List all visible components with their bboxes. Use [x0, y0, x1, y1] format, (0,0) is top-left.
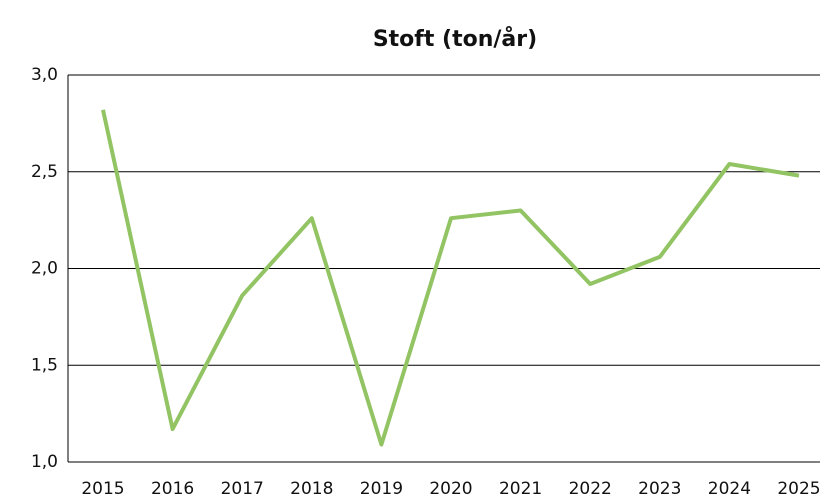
x-tick-label: 2024 — [708, 479, 751, 497]
y-tick-label: 3,0 — [31, 65, 58, 85]
y-tick-label: 2,5 — [31, 162, 58, 182]
x-tick-label: 2021 — [499, 479, 542, 497]
x-tick-label: 2019 — [360, 479, 403, 497]
y-tick-label: 1,5 — [31, 355, 58, 375]
x-tick-label: 2016 — [151, 479, 194, 497]
y-tick-label: 2,0 — [31, 259, 58, 279]
x-tick-label: 2017 — [221, 479, 264, 497]
x-tick-label: 2025 — [777, 479, 820, 497]
x-tick-label: 2015 — [81, 479, 124, 497]
x-tick-label: 2022 — [569, 479, 612, 497]
y-tick-label: 1,0 — [31, 452, 58, 472]
data-line — [101, 109, 800, 447]
chart-title: Stoft (ton/år) — [373, 26, 537, 52]
x-tick-label: 2018 — [290, 479, 333, 497]
x-tick-label: 2020 — [429, 479, 472, 497]
x-tick-label: 2023 — [638, 479, 681, 497]
